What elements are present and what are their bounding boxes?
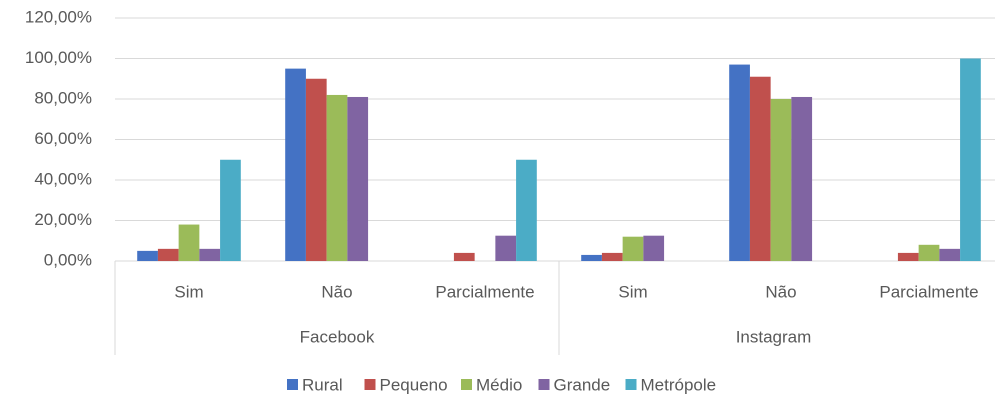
bar (137, 250, 158, 261)
legend-label: Metrópole (641, 375, 717, 394)
bar (918, 244, 940, 261)
bar (516, 159, 537, 261)
legend-swatch (461, 379, 472, 390)
x-tick-label: Parcialmente (879, 282, 978, 301)
bar (305, 78, 327, 261)
bar (453, 252, 475, 261)
bar (729, 64, 750, 261)
y-tick-label: 60,00% (34, 129, 92, 148)
group-label: Instagram (736, 327, 812, 346)
y-tick-label: 20,00% (34, 210, 92, 229)
legend-label: Pequeno (380, 375, 448, 394)
x-tick-label: Parcialmente (435, 282, 534, 301)
legend-label: Médio (476, 375, 522, 394)
bar (960, 58, 981, 261)
x-tick-label: Não (765, 282, 796, 301)
legend-swatch (625, 379, 637, 390)
legend-swatch (287, 379, 298, 390)
y-tick-label: 40,00% (34, 169, 92, 188)
x-tick-label: Sim (618, 282, 647, 301)
bar (791, 96, 813, 261)
bar (199, 248, 221, 261)
bar (749, 76, 771, 261)
bar (347, 96, 369, 261)
y-tick-label: 120,00% (25, 7, 92, 26)
y-tick-label: 100,00% (25, 48, 92, 67)
bar (178, 224, 200, 261)
y-tick-label: 0,00% (44, 250, 92, 269)
y-tick-label: 80,00% (34, 88, 92, 107)
group-label: Facebook (300, 327, 375, 346)
legend-label: Grande (554, 375, 611, 394)
bar (770, 99, 792, 261)
bar (643, 235, 665, 261)
bar (897, 252, 919, 261)
bar (939, 248, 961, 261)
x-tick-label: Sim (174, 282, 203, 301)
bar (326, 94, 348, 261)
bar (285, 68, 306, 261)
bar (622, 236, 644, 261)
legend-swatch (538, 379, 550, 390)
legend-swatch (364, 379, 376, 390)
bar (601, 252, 623, 261)
legend-label: Rural (302, 375, 343, 394)
x-tick-label: Não (321, 282, 352, 301)
bar (495, 235, 517, 261)
bar (581, 254, 602, 261)
bar (157, 248, 179, 261)
bar (220, 159, 241, 261)
